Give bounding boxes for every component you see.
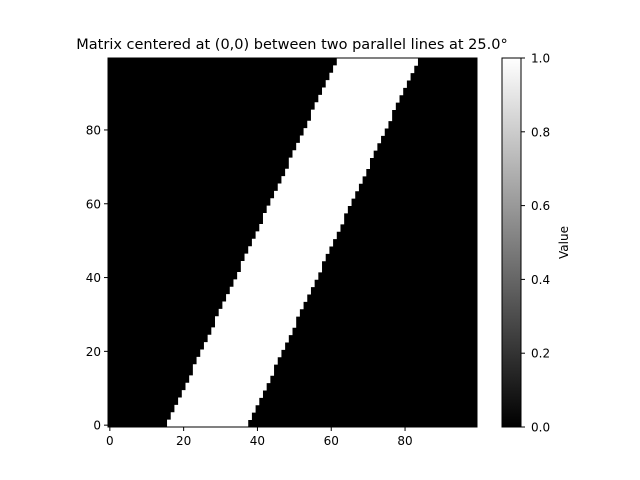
colorbar-tick-label: 0.4 — [531, 273, 550, 287]
y-tick-label: 80 — [86, 123, 101, 137]
heatmap-plot — [107, 57, 478, 428]
y-tick-label: 0 — [93, 419, 101, 433]
plot-frame — [107, 57, 478, 428]
colorbar — [501, 57, 522, 428]
y-axis: 0 20 40 60 80 — [86, 123, 108, 433]
chart-title: Matrix centered at (0,0) between two par… — [76, 37, 507, 53]
colorbar-axis: 0.0 0.2 0.4 0.6 0.8 1.0 — [521, 52, 550, 435]
colorbar-gradient — [501, 57, 522, 428]
y-tick-label: 20 — [86, 345, 101, 359]
x-tick-label: 20 — [176, 434, 191, 448]
y-tick-label: 40 — [86, 271, 101, 285]
x-tick-label: 40 — [250, 434, 265, 448]
x-tick-label: 60 — [324, 434, 339, 448]
colorbar-label: Value — [557, 226, 571, 259]
x-tick-label: 80 — [397, 434, 412, 448]
x-tick-label: 0 — [106, 434, 114, 448]
heatmap-band — [167, 58, 418, 428]
colorbar-tick-label: 0.2 — [531, 347, 550, 361]
colorbar-tick-label: 1.0 — [531, 52, 550, 66]
colorbar-tick-label: 0.6 — [531, 199, 550, 213]
colorbar-tick-label: 0.8 — [531, 125, 550, 139]
colorbar-tick-label: 0.0 — [531, 421, 550, 435]
y-tick-label: 60 — [86, 197, 101, 211]
x-axis: 0 20 40 60 80 — [106, 427, 413, 448]
